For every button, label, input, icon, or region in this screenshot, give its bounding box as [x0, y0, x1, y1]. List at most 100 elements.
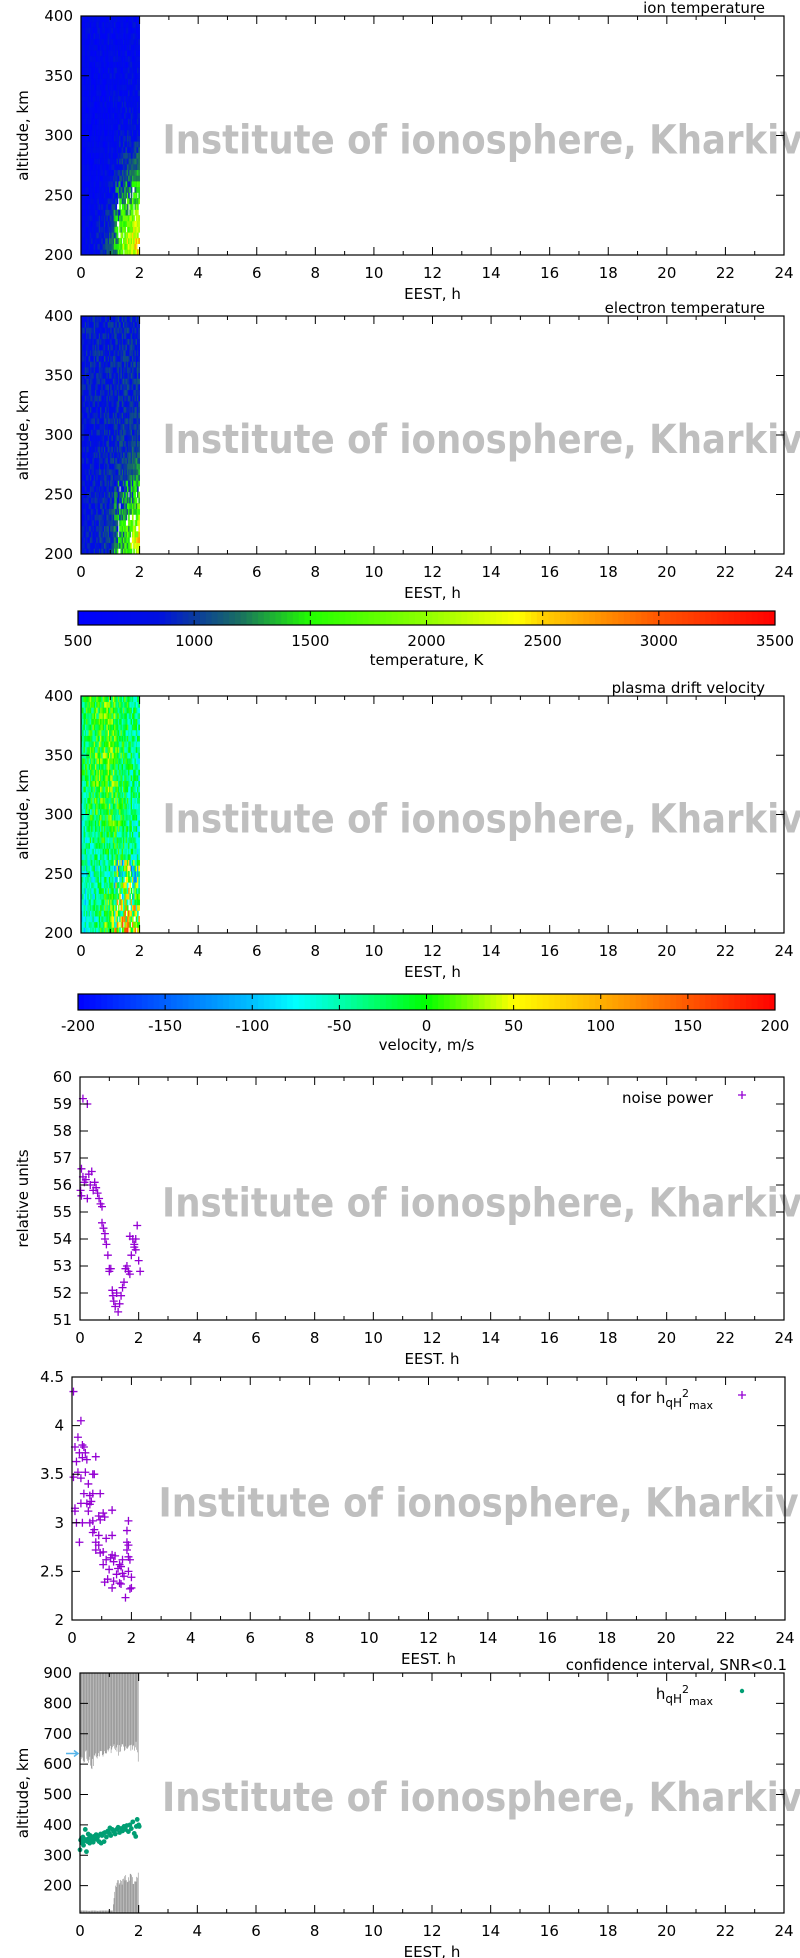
heatmap-cell [106, 797, 109, 804]
heatmap-cell [102, 327, 105, 334]
heatmap-cell [84, 486, 87, 493]
heatmap-cell [97, 101, 100, 108]
heatmap-cell [114, 118, 116, 125]
heatmap-cell [106, 808, 109, 815]
heatmap-cell [129, 355, 132, 362]
heatmap-cell [109, 361, 111, 368]
heatmap-cell [137, 16, 139, 23]
heatmap-cell [81, 763, 83, 770]
heatmap-cell [129, 486, 132, 493]
heatmap-cell [88, 820, 91, 827]
heatmap-cell [102, 921, 105, 928]
heatmap-cell [93, 367, 96, 374]
heatmap-cell [95, 232, 97, 239]
heatmap-cell [120, 355, 123, 362]
heatmap-cell [97, 854, 100, 861]
heatmap-cell [109, 537, 111, 544]
heatmap-cell [117, 452, 120, 459]
heatmap-cell [107, 209, 110, 216]
heatmap-cell [112, 169, 115, 176]
heatmap-cell [107, 525, 110, 532]
heatmap-cell [96, 542, 98, 549]
heatmap-cell [138, 520, 140, 527]
heatmap-cell [138, 429, 140, 436]
heatmap-cell [128, 163, 130, 171]
heatmap-cell [138, 350, 140, 357]
heatmap-cell [138, 38, 140, 45]
heatmap-cell [105, 876, 107, 883]
heatmap-cell [107, 452, 110, 459]
heatmap-cell [137, 101, 139, 108]
heatmap-cell [93, 735, 96, 742]
heatmap-cell [116, 50, 119, 57]
heatmap-cell [109, 141, 111, 148]
heatmap-cell [100, 220, 102, 227]
heatmap-cell [89, 38, 92, 45]
heatmap-cell [133, 95, 135, 102]
heatmap-cell [128, 338, 130, 345]
heatmap-cell [134, 452, 137, 459]
heatmap-cell [124, 486, 126, 493]
heatmap-cell [91, 203, 93, 210]
heatmap-cell [124, 412, 126, 419]
heatmap-cell [106, 107, 109, 114]
x-tick-label: 18 [599, 563, 618, 581]
heatmap-cell [134, 203, 137, 210]
heatmap-cell [103, 474, 106, 481]
heatmap-cell [114, 480, 116, 487]
heatmap-cell [86, 542, 88, 549]
heatmap-cell [134, 129, 137, 136]
heatmap-cell [114, 542, 116, 549]
heatmap-cell [100, 531, 102, 538]
heatmap-cell [123, 61, 125, 68]
heatmap-cell [116, 146, 119, 153]
heatmap-cell [98, 401, 101, 408]
heatmap-cell [106, 141, 109, 148]
heatmap-cell [88, 525, 91, 532]
heatmap-cell [116, 67, 119, 74]
heatmap-cell [105, 854, 107, 861]
heatmap-cell [128, 169, 130, 176]
heatmap-cell [93, 361, 96, 368]
heatmap-cell [83, 780, 86, 787]
heatmap-cell [112, 321, 115, 328]
heatmap-cell [124, 181, 126, 188]
heatmap-cell [110, 763, 112, 770]
heatmap-cell [119, 480, 121, 487]
heatmap-cell [96, 226, 98, 233]
heatmap-cell [89, 486, 92, 493]
heatmap-cell [97, 497, 100, 504]
heatmap-cell [103, 525, 106, 532]
heatmap-cell [89, 367, 92, 374]
heatmap-cell [101, 135, 104, 142]
heatmap-cell [93, 814, 96, 821]
heatmap-cell [98, 820, 101, 827]
heatmap-cell [135, 181, 138, 188]
heatmap-cell [95, 129, 97, 136]
heatmap-cell [98, 158, 101, 165]
heatmap-cell [129, 95, 132, 102]
heatmap-cell [128, 124, 130, 131]
heatmap-cell [100, 865, 102, 872]
heatmap-cell [91, 865, 93, 872]
heatmap-cell [124, 198, 126, 205]
heatmap-cell [84, 61, 87, 68]
heatmap-cell [96, 707, 98, 714]
heatmap-cell [117, 249, 120, 256]
heatmap-cell [95, 712, 97, 719]
heatmap-cell [83, 916, 86, 923]
heatmap-cell [92, 44, 95, 51]
heatmap-cell [101, 129, 104, 136]
heatmap-cell [97, 882, 100, 889]
heatmap-cell [103, 916, 106, 923]
heatmap-cell [125, 316, 128, 323]
heatmap-cell [138, 514, 140, 521]
heatmap-cell [92, 525, 95, 532]
heatmap-cell [95, 401, 97, 408]
heatmap-cell [96, 520, 98, 527]
heatmap-cell [112, 463, 115, 470]
heatmap-cell [119, 186, 121, 193]
heatmap-cell [87, 316, 90, 323]
heatmap-cell [125, 209, 128, 216]
heatmap-cell [95, 384, 97, 391]
